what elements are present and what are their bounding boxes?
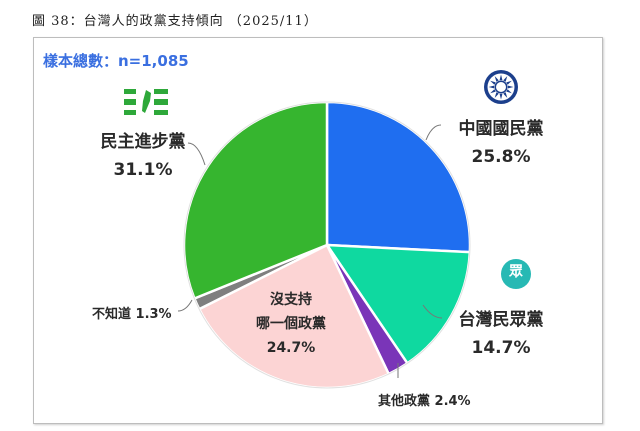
label-kmt-name: 中國國民黨 [458,119,544,139]
label-dont-know: 不知道 1.3% [92,307,172,322]
label-no-support-pct: 24.7% [266,340,316,356]
leader-line-kmt [425,124,442,141]
leader-lines [177,124,443,378]
pie-slice-none [197,243,391,390]
leader-line-dpp [187,142,206,166]
label-dpp: 民主進步黨 31.1% [97,127,189,180]
label-no-support-line1: 沒支持 [270,292,312,308]
label-no-support-line2: 哪一個政黨 [256,316,326,332]
label-tpp-pct: 14.7% [471,338,531,358]
figure-caption: 圖 38：台灣人的政黨支持傾向 （2025/11） [32,14,318,29]
label-tpp: 台灣民眾黨 14.7% [446,305,556,358]
label-other: 其他政黨 2.4% [378,394,471,409]
leader-line-dk [177,299,193,312]
sample-size-label: 樣本總數：n=1,085 [43,52,189,70]
dpp-logo-icon [124,89,168,115]
label-dpp-name: 民主進步黨 [100,132,186,152]
label-tpp-name: 台灣民眾黨 [458,310,544,330]
label-dpp-pct: 31.1% [113,160,173,180]
label-kmt: 中國國民黨 25.8% [446,114,556,167]
pie-slice-tpp [324,243,472,366]
label-kmt-pct: 25.8% [471,147,531,167]
label-no-support: 沒支持 哪一個政黨 24.7% [236,288,346,360]
leader-line-tpp [422,304,443,319]
kmt-logo-icon [484,70,518,104]
pie-slice-kmt [325,100,472,254]
tpp-logo-icon: 眾 [501,259,531,289]
pie-slice-dpp [182,100,329,301]
